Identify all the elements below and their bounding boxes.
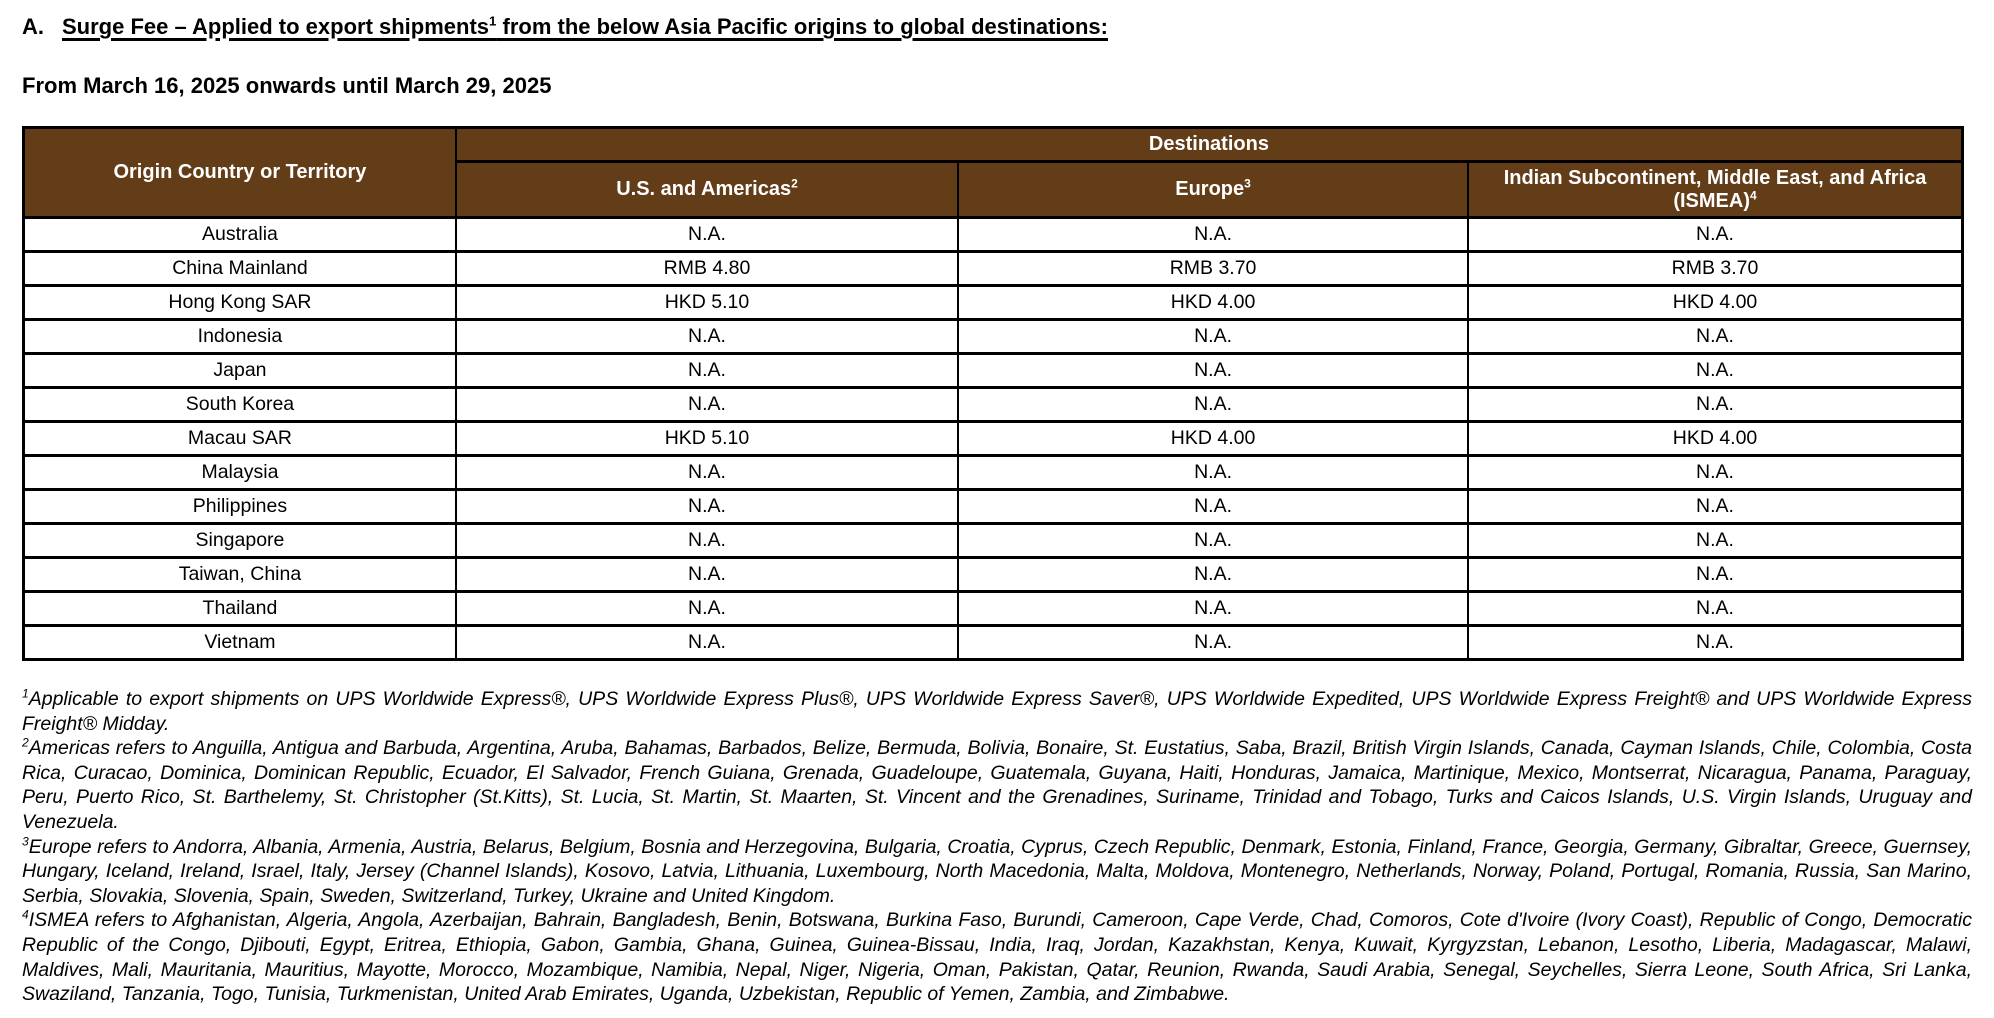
fee-cell: HKD 4.00: [957, 420, 1470, 457]
fee-cell: HKD 5.10: [454, 284, 960, 321]
fee-cell: N.A.: [454, 352, 960, 389]
fee-cell: RMB 4.80: [454, 250, 960, 287]
fee-cell: HKD 4.00: [957, 284, 1470, 321]
fee-cell: HKD 4.00: [1467, 284, 1964, 321]
fee-cell: N.A.: [957, 624, 1470, 661]
table-row: Hong Kong SAR HKD 5.10 HKD 4.00 HKD 4.00: [22, 284, 1964, 321]
destination-column-header: Europe3: [957, 160, 1470, 219]
origin-cell: Philippines: [22, 488, 457, 525]
table-row: Macau SAR HKD 5.10 HKD 4.00 HKD 4.00: [22, 420, 1964, 457]
fee-cell: N.A.: [957, 522, 1470, 559]
fee-cell: N.A.: [957, 216, 1470, 253]
origin-cell: Hong Kong SAR: [22, 284, 457, 321]
section-label: A.: [22, 14, 44, 39]
fee-cell: N.A.: [1467, 352, 1964, 389]
footnote-text: Americas refers to Anguilla, Antigua and…: [22, 737, 1972, 833]
fee-cell: N.A.: [957, 386, 1470, 423]
fee-cell: N.A.: [454, 624, 960, 661]
table-row: Malaysia N.A. N.A. N.A.: [22, 454, 1964, 491]
origin-cell: Australia: [22, 216, 457, 253]
table-row: Philippines N.A. N.A. N.A.: [22, 488, 1964, 525]
fee-cell: N.A.: [1467, 454, 1964, 491]
title-text-continued: from the below Asia Pacific origins to g…: [496, 14, 1109, 39]
fee-cell: N.A.: [957, 454, 1470, 491]
fee-cell: N.A.: [1467, 216, 1964, 253]
fee-cell: N.A.: [454, 556, 960, 593]
fee-cell: N.A.: [957, 590, 1470, 627]
table-row: China Mainland RMB 4.80 RMB 3.70 RMB 3.70: [22, 250, 1964, 287]
fee-cell: N.A.: [957, 556, 1470, 593]
surge-fee-table: Origin Country or Territory Destinations…: [22, 126, 1964, 661]
footnote-text: Europe refers to Andorra, Albania, Armen…: [22, 835, 1972, 907]
table-row: Australia N.A. N.A. N.A.: [22, 216, 1964, 253]
destinations-header: Destinations: [454, 126, 1964, 163]
fee-cell: RMB 3.70: [1467, 250, 1964, 287]
fee-cell: N.A.: [1467, 522, 1964, 559]
section-heading: A. Surge Fee – Applied to export shipment…: [22, 14, 1974, 40]
fee-cell: N.A.: [957, 318, 1470, 355]
origin-cell: China Mainland: [22, 250, 457, 287]
origin-cell: Vietnam: [22, 624, 457, 661]
fee-cell: N.A.: [454, 318, 960, 355]
fee-cell: N.A.: [957, 352, 1470, 389]
origin-cell: Indonesia: [22, 318, 457, 355]
fee-cell: N.A.: [454, 454, 960, 491]
fee-cell: N.A.: [1467, 624, 1964, 661]
footnote-text: ISMEA refers to Afghanistan, Algeria, An…: [22, 909, 1972, 1006]
column-label: Indian Subcontinent, Middle East, and Af…: [1503, 166, 1927, 212]
effective-date-range: From March 16, 2025 onwards until March …: [22, 73, 552, 98]
fee-cell: N.A.: [454, 590, 960, 627]
fee-cell: RMB 3.70: [957, 250, 1470, 287]
fee-cell: N.A.: [1467, 590, 1964, 627]
fee-cell: N.A.: [454, 216, 960, 253]
footnotes-section: 1Applicable to export shipments on UPS W…: [22, 687, 1972, 1007]
table-row: Japan N.A. N.A. N.A.: [22, 352, 1964, 389]
origin-cell: Macau SAR: [22, 420, 457, 457]
origin-cell: South Korea: [22, 386, 457, 423]
origin-cell: Singapore: [22, 522, 457, 559]
footnote-ref: 3: [1244, 176, 1251, 191]
table-row: Vietnam N.A. N.A. N.A.: [22, 624, 1964, 661]
fee-cell: HKD 5.10: [454, 420, 960, 457]
fee-cell: HKD 4.00: [1467, 420, 1964, 457]
column-label: U.S. and Americas: [616, 178, 792, 200]
footnote-ref: 4: [1750, 187, 1757, 202]
fee-cell: N.A.: [957, 488, 1470, 525]
table-row: South Korea N.A. N.A. N.A.: [22, 386, 1964, 423]
destination-column-header: Indian Subcontinent, Middle East, and Af…: [1467, 160, 1964, 219]
fee-cell: N.A.: [1467, 556, 1964, 593]
fee-cell: N.A.: [1467, 488, 1964, 525]
fee-cell: N.A.: [1467, 386, 1964, 423]
title-text: Surge Fee – Applied to export shipments: [62, 14, 490, 39]
destination-column-header: U.S. and Americas2: [454, 160, 960, 219]
origin-cell: Japan: [22, 352, 457, 389]
column-label: Europe: [1175, 178, 1245, 200]
fee-cell: N.A.: [454, 522, 960, 559]
table-row: Indonesia N.A. N.A. N.A.: [22, 318, 1964, 355]
footnote-ref: 2: [791, 176, 798, 191]
table-row: Thailand N.A. N.A. N.A.: [22, 590, 1964, 627]
footnote: 1Applicable to export shipments on UPS W…: [22, 687, 1972, 736]
page-title: Surge Fee – Applied to export shipments1…: [62, 14, 1108, 39]
origin-cell: Taiwan, China: [22, 556, 457, 593]
footnote: 3Europe refers to Andorra, Albania, Arme…: [22, 835, 1972, 909]
fee-cell: N.A.: [454, 488, 960, 525]
footnote-number: 4: [22, 907, 29, 922]
footnote: 4ISMEA refers to Afghanistan, Algeria, A…: [22, 908, 1972, 1006]
origin-cell: Malaysia: [22, 454, 457, 491]
fee-cell: N.A.: [1467, 318, 1964, 355]
footnote-number: 2: [22, 735, 29, 750]
footnote-number: 1: [22, 686, 29, 701]
table-row: Singapore N.A. N.A. N.A.: [22, 522, 1964, 559]
title-footnote-ref: 1: [489, 13, 497, 29]
footnote-number: 3: [22, 834, 29, 849]
fee-cell: N.A.: [454, 386, 960, 423]
table-row: Taiwan, China N.A. N.A. N.A.: [22, 556, 1964, 593]
origin-column-header: Origin Country or Territory: [22, 126, 457, 219]
origin-cell: Thailand: [22, 590, 457, 627]
footnote-text: Applicable to export shipments on UPS Wo…: [22, 688, 1972, 735]
footnote: 2Americas refers to Anguilla, Antigua an…: [22, 736, 1972, 834]
